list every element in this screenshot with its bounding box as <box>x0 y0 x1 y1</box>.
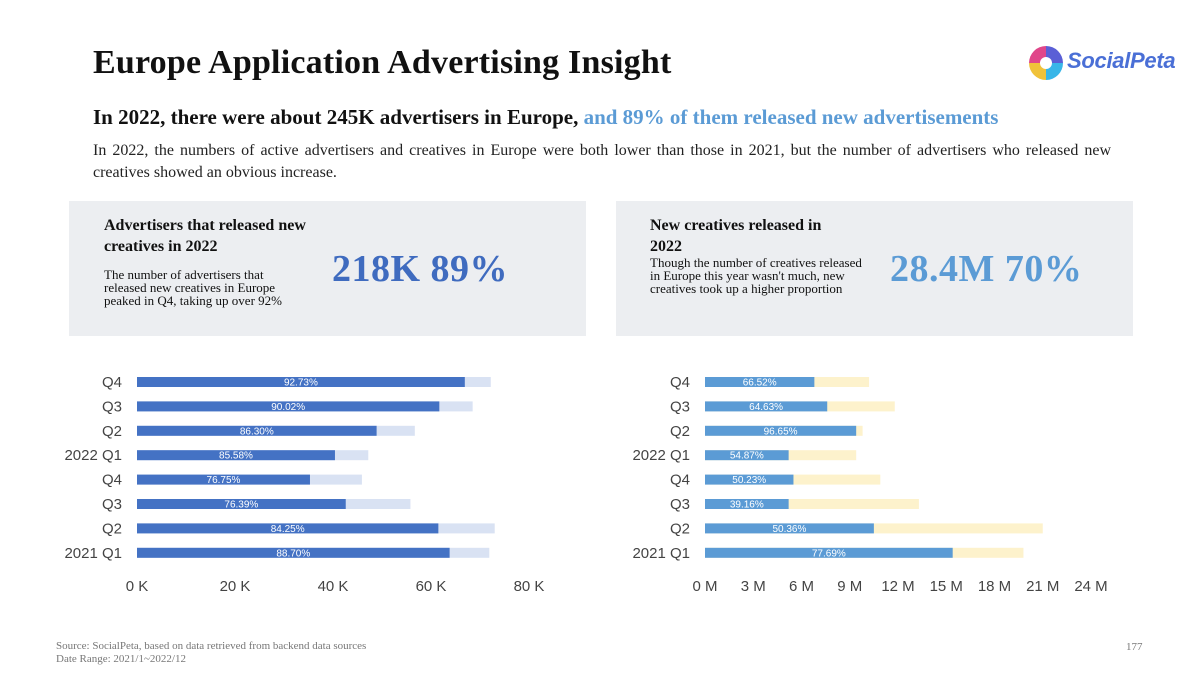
category-label: 2021 Q1 <box>64 545 122 562</box>
x-tick-label: 3 M <box>741 578 766 595</box>
subtitle: In 2022, there were about 245K advertise… <box>93 105 998 130</box>
bar-new <box>705 499 789 509</box>
data-label: 77.69% <box>812 548 846 559</box>
x-tick-label: 0 K <box>126 578 149 595</box>
bar-new <box>137 474 310 485</box>
data-label: 96.65% <box>764 426 798 437</box>
category-label: Q4 <box>102 374 122 391</box>
category-label: Q2 <box>670 423 690 440</box>
data-label: 86.30% <box>240 426 274 437</box>
logo-text: SocialPeta <box>1067 48 1176 73</box>
data-label: 88.70% <box>276 548 310 559</box>
footer-date-range: Date Range: 2021/1~2022/12 <box>56 653 186 665</box>
category-label: 2022 Q1 <box>632 447 690 464</box>
bar-new <box>137 499 346 509</box>
x-tick-label: 80 K <box>514 578 545 595</box>
description: In 2022, the numbers of active advertise… <box>93 142 1111 181</box>
advertisers-bar-chart: Q4 92.73% Q3 90.02% Q2 86.30% 2022 Q1 85.58% Q4 7… <box>64 374 545 595</box>
x-tick-label: 20 K <box>220 578 251 595</box>
x-tick-label: 9 M <box>837 578 862 595</box>
bar-new <box>705 523 874 534</box>
bar-new <box>137 401 440 412</box>
data-label: 54.87% <box>730 451 764 462</box>
creatives-card-heading: New creatives released in 2022 <box>650 217 822 255</box>
data-label: 76.39% <box>224 500 258 511</box>
bar-new <box>705 450 789 461</box>
data-label: 76.75% <box>207 475 241 486</box>
data-label: 50.23% <box>732 475 766 486</box>
x-tick-label: 15 M <box>930 578 963 595</box>
data-label: 39.16% <box>730 500 764 511</box>
bar-new <box>705 547 953 558</box>
creatives-card-stat: 28.4M 70% <box>890 248 1083 290</box>
data-label: 50.36% <box>772 524 806 535</box>
category-label: Q2 <box>670 520 690 537</box>
advertisers-card-text: The number of advertisers that released … <box>104 267 282 308</box>
category-label: Q3 <box>670 398 690 415</box>
creatives-card-text: Though the number of creatives released … <box>650 255 862 296</box>
socialpeta-logo: SocialPeta <box>1027 44 1176 82</box>
data-label: 66.52% <box>743 378 777 389</box>
x-tick-label: 60 K <box>416 578 447 595</box>
x-tick-label: 18 M <box>978 578 1011 595</box>
data-label: 92.73% <box>284 378 318 389</box>
category-label: Q3 <box>670 496 690 513</box>
page-title: Europe Application Advertising Insight <box>93 44 672 81</box>
data-label: 64.63% <box>749 402 783 413</box>
advertisers-card-stat: 218K 89% <box>332 248 509 290</box>
x-tick-label: 24 M <box>1074 578 1107 595</box>
bar-new <box>705 474 794 485</box>
creatives-card: New creatives released in 2022 Though th… <box>616 201 1133 336</box>
advertisers-card-heading: Advertisers that released new creatives … <box>104 217 306 255</box>
category-label: Q4 <box>670 472 690 489</box>
x-tick-label: 12 M <box>881 578 914 595</box>
bar-new <box>705 401 828 412</box>
page-number: 177 <box>1126 641 1143 653</box>
data-label: 90.02% <box>271 402 305 413</box>
category-label: Q2 <box>102 520 122 537</box>
data-label: 84.25% <box>271 524 305 535</box>
category-label: 2022 Q1 <box>64 447 122 464</box>
bar-new <box>137 547 450 558</box>
bar-new <box>137 523 439 534</box>
subtitle-main: In 2022, there were about 245K advertise… <box>93 105 579 129</box>
data-label: 85.58% <box>219 451 253 462</box>
subtitle-highlight: and 89% of them released new advertiseme… <box>583 105 999 129</box>
category-label: Q4 <box>670 374 690 391</box>
bar-new <box>705 425 857 436</box>
x-tick-label: 21 M <box>1026 578 1059 595</box>
bar-new <box>705 377 815 387</box>
x-tick-label: 40 K <box>318 578 349 595</box>
creatives-bar-chart: Q4 66.52% Q3 64.63% Q2 96.65% 2022 Q1 54.87% Q4 5… <box>632 374 1107 595</box>
category-label: Q3 <box>102 496 122 513</box>
category-label: Q2 <box>102 423 122 440</box>
category-label: Q3 <box>102 398 122 415</box>
bar-total <box>705 499 919 509</box>
logo-mark-icon <box>1029 46 1063 80</box>
category-label: Q4 <box>102 472 122 489</box>
x-tick-label: 0 M <box>692 578 717 595</box>
bar-new <box>137 377 465 387</box>
bar-new <box>137 425 377 436</box>
category-label: 2021 Q1 <box>632 545 690 562</box>
bar-new <box>137 450 335 461</box>
advertisers-card: Advertisers that released new creatives … <box>69 201 586 336</box>
footer-source: Source: SocialPeta, based on data retrie… <box>56 640 367 652</box>
x-tick-label: 6 M <box>789 578 814 595</box>
footer: Source: SocialPeta, based on data retrie… <box>56 640 366 666</box>
